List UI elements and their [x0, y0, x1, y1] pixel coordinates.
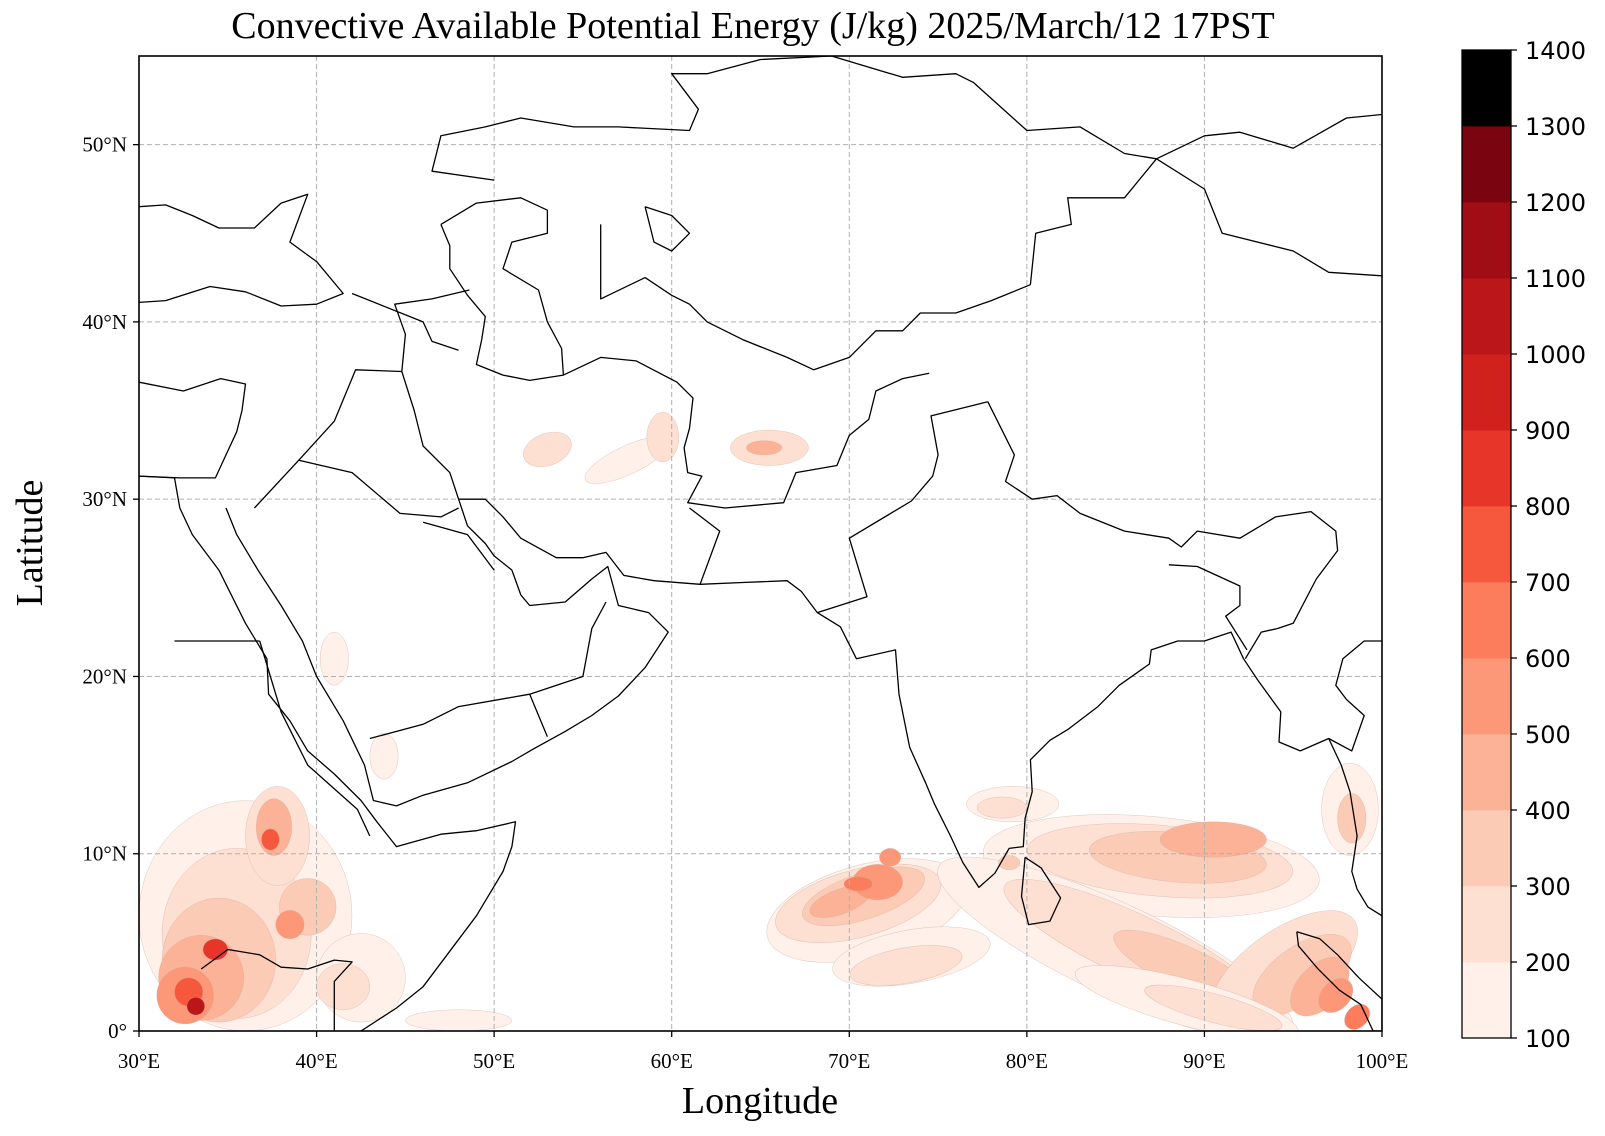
- coastline: [1156, 113, 1382, 160]
- coastline: [431, 56, 1157, 181]
- colorbar-swatch: [1462, 202, 1511, 279]
- colorbar-swatch: [1462, 810, 1511, 887]
- x-tick-label: 80°E: [1006, 1049, 1048, 1073]
- plot-frame: [138, 55, 1383, 1032]
- gridlines: [139, 56, 1382, 1031]
- coastline: [351, 292, 459, 351]
- coastline: [1296, 931, 1382, 1031]
- cape-contour: [275, 910, 305, 940]
- x-tick-label: 50°E: [473, 1049, 515, 1073]
- cape-contour: [646, 412, 680, 463]
- chart-title: Convective Available Potential Energy (J…: [231, 5, 1274, 47]
- colorbar-tick-label: 1300: [1525, 113, 1586, 141]
- cape-contour: [369, 732, 399, 780]
- colorbar-tick-label: 600: [1525, 645, 1571, 673]
- cape-contour: [1318, 978, 1354, 1013]
- x-tick-label: 30°E: [118, 1049, 160, 1073]
- cape-contour: [976, 796, 1028, 819]
- colorbar-tick-label: 700: [1525, 569, 1571, 597]
- coastline: [1020, 856, 1062, 926]
- x-tick-label: 70°E: [828, 1049, 870, 1073]
- coastline: [139, 193, 344, 307]
- coastline: [600, 224, 1031, 371]
- x-tick-label: 100°E: [1356, 1049, 1409, 1073]
- coastline: [298, 289, 470, 461]
- coastlines-and-borders: [139, 56, 1382, 1031]
- cape-contour: [1337, 793, 1367, 844]
- colorbar-tick-label: 200: [1525, 949, 1571, 977]
- coastline: [200, 948, 353, 1031]
- x-tick-label: 60°E: [651, 1049, 693, 1073]
- y-tick-label: 50°N: [82, 133, 127, 157]
- colorbar-swatch: [1462, 354, 1511, 431]
- colorbar-tick-label: 100: [1525, 1025, 1571, 1053]
- cape-contour: [1159, 821, 1267, 858]
- coastline: [689, 507, 721, 585]
- coastline: [259, 640, 371, 837]
- cape-contour: [316, 963, 371, 1010]
- colorbar-tick-label: 400: [1525, 797, 1571, 825]
- y-axis-label: Latitude: [9, 480, 51, 607]
- cape-contour: [202, 938, 229, 961]
- x-tick-label: 90°E: [1183, 1049, 1225, 1073]
- coastline: [1328, 640, 1382, 752]
- colorbar-tick-label: 1400: [1525, 37, 1586, 65]
- y-tick-label: 40°N: [82, 310, 127, 334]
- colorbar-tick-label: 1100: [1525, 265, 1586, 293]
- y-tick-label: 20°N: [82, 664, 127, 688]
- coastline: [817, 401, 988, 614]
- y-tick-label: 30°N: [82, 487, 127, 511]
- colorbar-tick-label: 500: [1525, 721, 1571, 749]
- coastline: [1168, 564, 1248, 651]
- colorbar-swatch: [1462, 430, 1511, 507]
- coastline: [253, 459, 459, 518]
- colorbar-swatch: [1462, 658, 1511, 735]
- x-axis-label: Longitude: [682, 1080, 838, 1122]
- coastline: [139, 475, 517, 1031]
- colorbar-swatch: [1462, 50, 1511, 127]
- cape-contour: [849, 945, 963, 986]
- coastline: [458, 498, 1382, 917]
- colorbar-swatch: [1462, 582, 1511, 659]
- colorbar-swatch: [1462, 886, 1511, 963]
- cape-contour: [405, 1009, 513, 1031]
- y-tick-label: 10°N: [82, 842, 127, 866]
- cape-contour: [261, 828, 280, 851]
- plot-area: [139, 56, 1382, 1031]
- coastline: [225, 498, 669, 807]
- coastline: [529, 601, 607, 737]
- x-axis-ticks: 30°E 40°E 50°E 60°E 70°E 80°E 90°E 100°E: [118, 1031, 1408, 1073]
- cape-contour: [843, 876, 873, 892]
- colorbar-swatch: [1462, 278, 1511, 355]
- colorbar-swatch: [1462, 126, 1511, 203]
- colorbar-tick-label: 900: [1525, 417, 1571, 445]
- coastline: [987, 401, 1339, 660]
- colorbar-tick-label: 1200: [1525, 189, 1586, 217]
- colorbar-swatch: [1462, 962, 1511, 1039]
- cape-contour: [319, 631, 349, 686]
- y-tick-label: 0°: [108, 1019, 127, 1043]
- colorbar: 100 200 300 400 500 600 700 800 900 1000 1100 1200 1…: [1461, 37, 1586, 1053]
- cape-contour: [746, 440, 783, 456]
- coastline: [139, 377, 247, 479]
- coastline: [422, 521, 495, 571]
- colorbar-tick-label: 1000: [1525, 341, 1586, 369]
- colorbar-tick-label: 300: [1525, 873, 1571, 901]
- colorbar-swatch: [1462, 506, 1511, 583]
- cape-contour: [879, 848, 902, 867]
- coastline: [440, 197, 565, 382]
- coastline: [644, 206, 691, 252]
- colorbar-swatch: [1462, 734, 1511, 811]
- coastline: [563, 356, 930, 509]
- cape-contour: [523, 431, 572, 468]
- cape-contour: [1144, 984, 1283, 1031]
- coastline: [369, 693, 530, 740]
- cape-contour: [186, 997, 205, 1016]
- x-tick-label: 40°E: [295, 1049, 337, 1073]
- colorbar-tick-label: 800: [1525, 493, 1571, 521]
- coastline: [401, 371, 460, 500]
- colorbar-frame: [1461, 49, 1512, 1039]
- y-axis-ticks: 0° 10°N 20°N 30°N 40°N 50°N: [82, 133, 139, 1043]
